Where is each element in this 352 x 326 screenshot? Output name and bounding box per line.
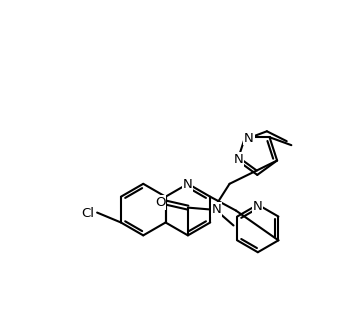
- Text: N: N: [234, 153, 243, 166]
- Text: Cl: Cl: [82, 207, 95, 220]
- Text: N: N: [253, 200, 263, 213]
- Text: O: O: [155, 196, 165, 209]
- Text: N: N: [212, 203, 221, 216]
- Text: N: N: [183, 178, 193, 191]
- Text: N: N: [244, 132, 254, 145]
